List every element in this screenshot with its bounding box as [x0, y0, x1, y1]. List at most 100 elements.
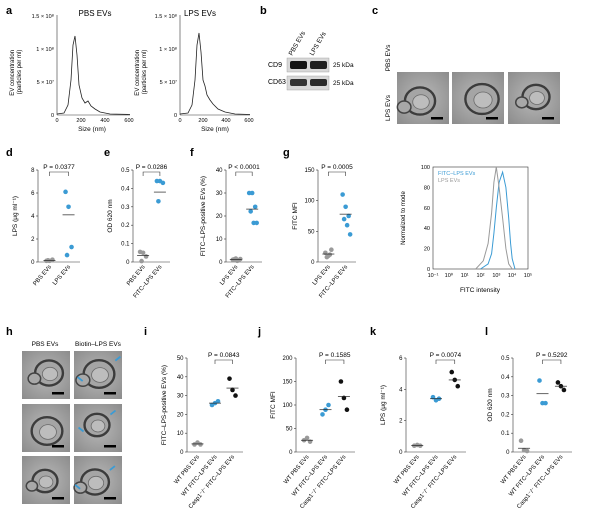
panel-b-western-blot: PBS EVs LPS EVs CD9 CD63 25 kDa 25 kDa — [268, 30, 354, 91]
ytick: 1 × 10⁸ — [36, 46, 54, 53]
y-ticks: 0 5 × 10⁷ 1 × 10⁸ 1.5 × 10⁸ — [155, 13, 177, 119]
panel-label-c: c — [372, 5, 378, 17]
x-tick-label: 10³ — [492, 273, 500, 279]
vesicle-lumen — [90, 419, 106, 433]
y-tick-label: 0 — [399, 450, 403, 456]
legend-entry-fitc-lps-evs: FITC–LPS EVs — [438, 171, 476, 177]
data-point — [198, 442, 203, 447]
y-tick-label: 10 — [177, 431, 184, 437]
data-point — [238, 256, 243, 262]
y-tick-label: 0 — [126, 260, 130, 266]
vesicle-lumen — [38, 475, 54, 489]
p-value: P = 0.0005 — [321, 164, 353, 171]
x-tick-label: 10⁵ — [524, 272, 532, 279]
y-tick-label: 60 — [424, 206, 430, 212]
y-tick-label: 0 — [219, 260, 223, 266]
panel-label-k: k — [370, 326, 377, 338]
y-axis-label: LPS (μg ml⁻¹) — [380, 385, 387, 425]
y-tick-label: 80 — [424, 185, 430, 191]
panel-g-histogram: Normalized to mode FITC intensity 0 20 40 6… — [401, 165, 532, 294]
y-tick-label: 50 — [177, 356, 184, 362]
y-tick-label: 8 — [31, 168, 35, 174]
y-tick-label: 20 — [216, 214, 223, 220]
vesicle-lumen — [87, 475, 105, 491]
micrograph — [452, 72, 504, 124]
y-tick-label: 100 — [304, 199, 315, 205]
data-point — [156, 198, 161, 204]
data-point — [230, 387, 235, 393]
xtick: 600 — [124, 118, 133, 124]
y-tick-label: 150 — [304, 168, 315, 174]
data-point — [143, 254, 149, 259]
data-point — [50, 257, 55, 263]
y-tick-label: 150 — [282, 380, 293, 386]
y-tick-label: 2 — [31, 237, 35, 243]
y-tick-label: 50 — [308, 229, 315, 235]
y-tick-label: 0.1 — [121, 242, 130, 248]
data-point — [449, 369, 455, 375]
micrograph — [508, 72, 560, 124]
ylabel-line1: EV concentration — [135, 50, 141, 96]
x-tick-label: 10⁻¹ — [428, 273, 439, 279]
histogram-line — [480, 170, 516, 270]
arrow-icon — [77, 426, 85, 433]
y-axis-label: OD 620 nm — [107, 199, 114, 232]
data-point — [343, 204, 348, 210]
molecular-weight: 25 kDa — [333, 62, 354, 69]
vesicle — [27, 372, 42, 385]
vesicle — [73, 481, 88, 494]
row-label: PBS EVs — [385, 44, 392, 71]
panel-a-left-title: PBS EVs — [79, 9, 112, 18]
x-tick-label: 10⁴ — [508, 272, 517, 279]
p-value: P = 0.0843 — [208, 352, 240, 359]
size-distribution-curve — [179, 32, 251, 115]
category-label: PBS EVs — [33, 264, 53, 287]
category-label: WT FITC–LPS EVs — [508, 454, 546, 497]
scale-bar — [431, 117, 443, 120]
scale-bar — [104, 392, 116, 395]
vesicle-lumen — [412, 94, 430, 110]
arrow-icon — [77, 376, 84, 382]
vesicle-lumen — [529, 91, 545, 105]
y-tick-label: 0.5 — [121, 168, 130, 174]
data-point — [430, 394, 436, 400]
ytick: 1.5 × 10⁸ — [32, 13, 54, 20]
y-tick-label: 30 — [216, 191, 223, 197]
data-point — [326, 402, 331, 408]
lane-label: LPS EVs — [309, 30, 328, 57]
data-point — [341, 216, 347, 222]
y-tick-label: 0.4 — [501, 375, 510, 381]
data-point — [64, 252, 70, 258]
panel-a-left-ylabel: EV concentration (particles per ml) — [10, 48, 23, 95]
xtick: 0 — [178, 118, 181, 124]
panel-h-micrographs: PBS EVs Biotin–LPS EVs — [22, 341, 122, 504]
y-tick-label: 0 — [311, 260, 315, 266]
y-tick-label: 0.3 — [501, 394, 510, 400]
panel-a-right-title: LPS EVs — [184, 9, 216, 18]
panel-label-e: e — [104, 147, 110, 159]
panel-c-micrographs: PBS EVs LPS EVs — [385, 44, 560, 124]
significance-bracket — [542, 359, 562, 364]
micrograph — [22, 404, 70, 452]
y-tick-label: 0 — [180, 450, 184, 456]
data-point — [518, 438, 524, 444]
x-tick-label: 10⁰ — [445, 272, 454, 279]
data-point — [327, 252, 333, 257]
data-point — [227, 376, 232, 381]
xtick: 200 — [198, 118, 207, 124]
y-tick-label: 6 — [399, 356, 403, 362]
category-label: WT FITC–LPS EVs — [402, 454, 440, 497]
y-tick-label: 0.2 — [121, 223, 130, 229]
band — [310, 61, 327, 69]
y-tick-label: 50 — [286, 427, 293, 433]
data-point — [561, 387, 567, 393]
y-tick-label: 0.2 — [501, 412, 510, 418]
p-value: P = 0.0286 — [136, 164, 168, 171]
histogram-xlabel: FITC intensity — [460, 287, 501, 294]
